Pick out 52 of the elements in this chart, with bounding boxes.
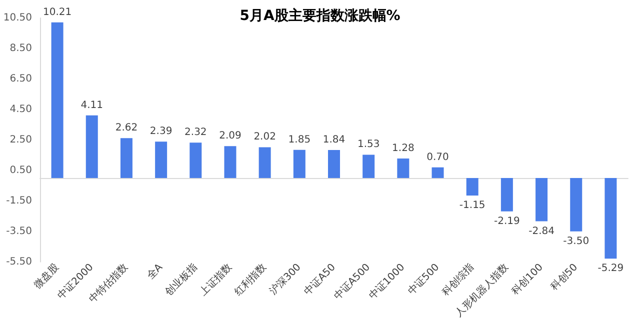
bar [466,178,478,196]
x-tick-label: 创业板指 [162,261,200,298]
text: -3.50 [6,226,32,237]
bar [328,150,340,178]
x-tick-label: 微盘股 [31,261,62,291]
text: 4.50 [10,104,32,115]
bar [536,178,548,222]
text: -1.50 [6,195,32,206]
x-tick-label: 上证指数 [197,261,234,298]
bar [397,158,410,178]
data-label: 0.70 [426,152,449,163]
text: 6.50 [10,73,32,84]
bar [86,115,98,178]
bar [570,178,582,232]
bar [224,146,236,178]
x-tick-label: 红利指数 [232,261,269,298]
text: 8.50 [10,42,32,54]
data-label: -5.29 [598,263,624,274]
data-label: 2.39 [150,126,172,138]
text: 2.50 [10,134,32,146]
data-label: -2.84 [528,226,554,237]
data-label: -3.50 [563,236,590,247]
data-label: 1.28 [392,143,414,154]
bar [258,147,271,178]
data-label: 2.32 [184,127,207,138]
bar [432,167,444,178]
x-tick-label: 沪深300 [267,261,304,298]
bar [500,178,513,212]
data-label: 2.62 [115,122,138,134]
bar [362,154,375,178]
data-label: 2.09 [219,130,242,142]
data-label: -1.15 [459,200,486,212]
bar [190,142,202,178]
bar [155,142,168,178]
data-label: 4.11 [80,100,104,111]
data-label: -2.19 [494,216,520,227]
x-tick-label: 全A [144,261,166,282]
x-tick-label: 科创100 [509,261,546,298]
data-label: 1.84 [322,134,346,146]
bar [120,138,132,178]
data-label: 1.53 [357,139,380,150]
text: 10.50 [3,12,32,24]
text: -5.50 [6,256,32,268]
bar [51,22,64,178]
x-tick-label: 科创50 [548,261,580,293]
text: 0.50 [10,164,32,176]
data-label: 1.85 [288,134,311,146]
chart-title: 5月A股主要指数涨跌幅% [240,7,400,24]
data-label: 2.02 [254,132,276,143]
data-label: 10.21 [42,6,72,18]
bar [293,150,306,178]
bar [604,178,617,259]
